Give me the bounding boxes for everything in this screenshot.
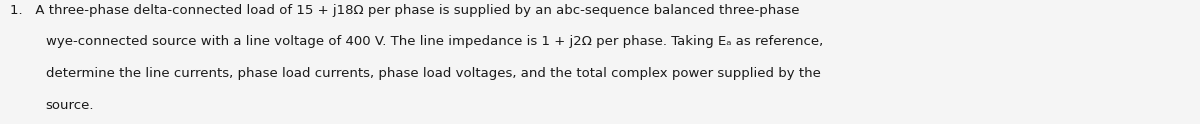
Text: wye-connected source with a line voltage of 400 V. The line impedance is 1 + j2Ω: wye-connected source with a line voltage…: [46, 35, 823, 48]
Text: source.: source.: [46, 99, 94, 112]
Text: determine the line currents, phase load currents, phase load voltages, and the t: determine the line currents, phase load …: [46, 67, 821, 80]
Text: 1.   A three-phase delta-connected load of 15 + j18Ω per phase is supplied by an: 1. A three-phase delta-connected load of…: [10, 4, 799, 17]
